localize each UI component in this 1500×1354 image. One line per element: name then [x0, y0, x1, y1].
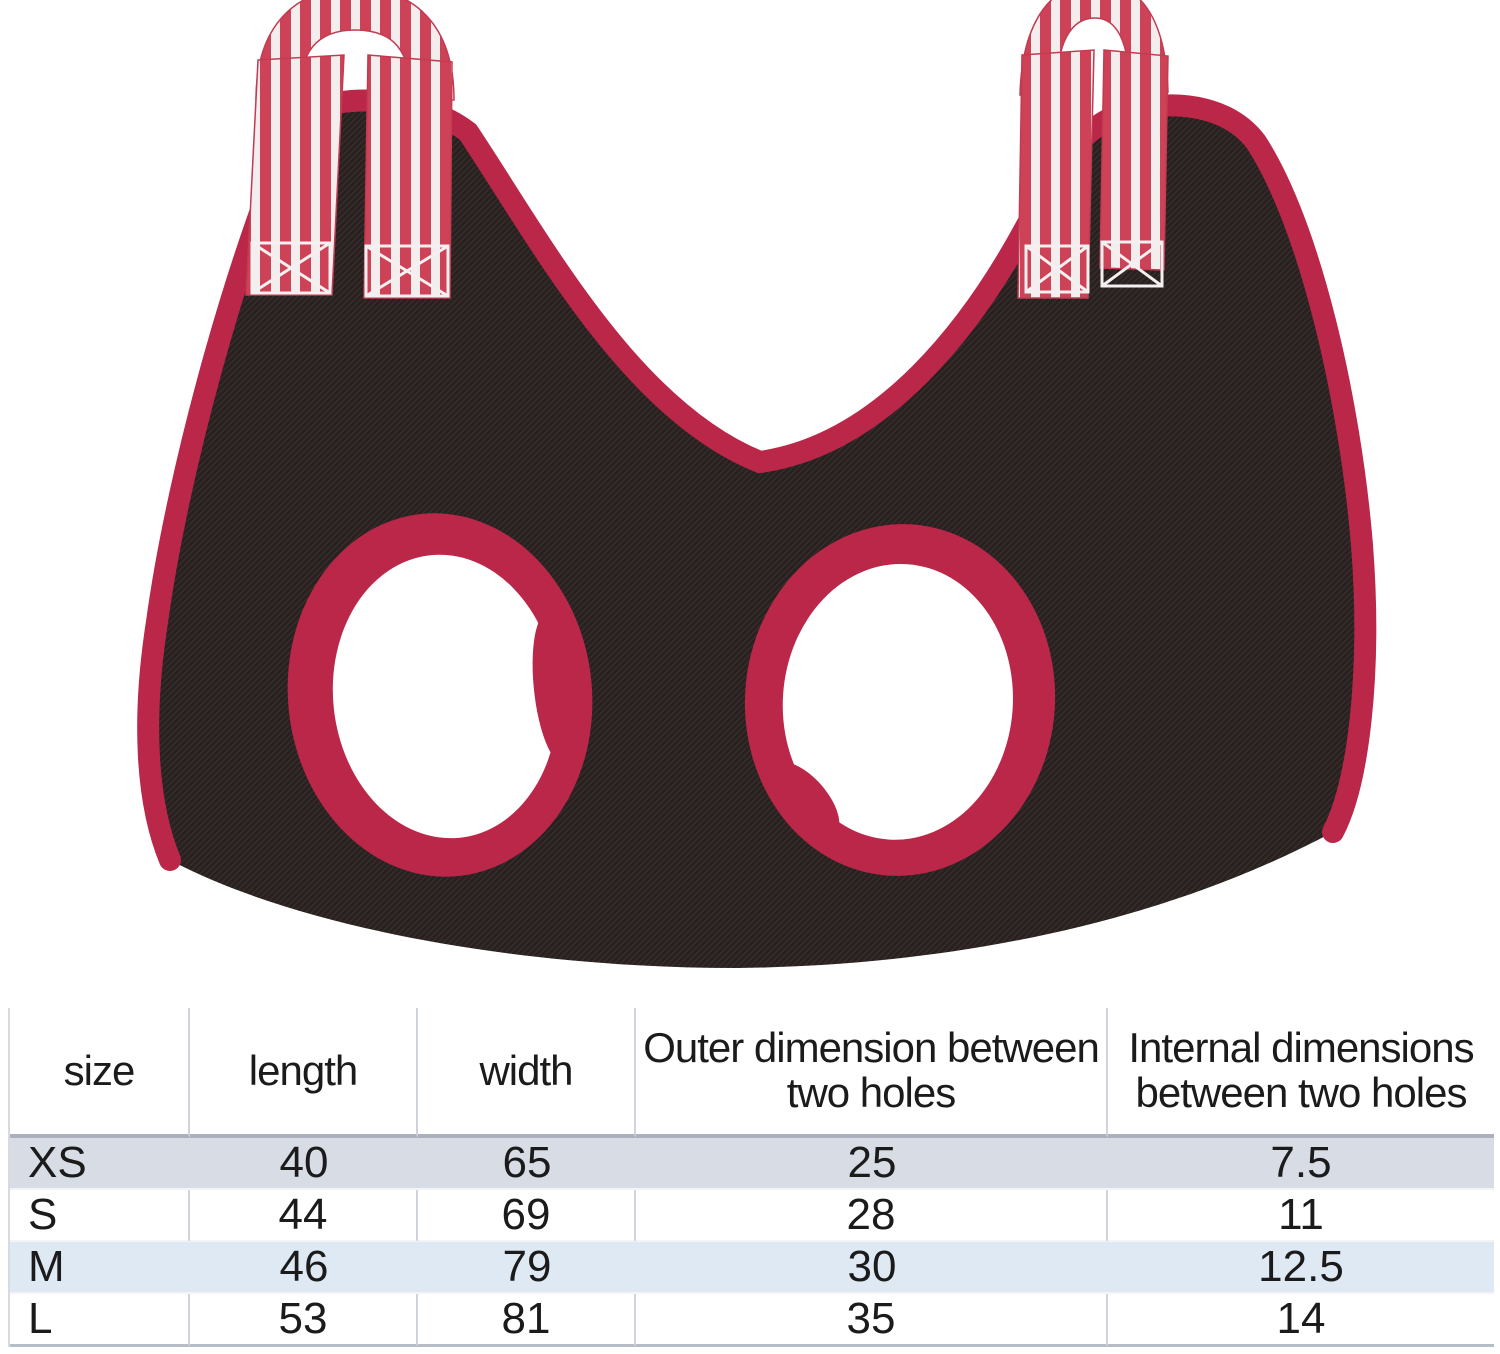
table-cell: 12.5 — [1108, 1242, 1494, 1294]
table-cell: 40 — [190, 1138, 418, 1190]
table-cell: XS — [10, 1138, 190, 1190]
table-cell: 53 — [190, 1294, 418, 1347]
table-cell: 28 — [636, 1190, 1108, 1242]
table-cell: 81 — [418, 1294, 636, 1347]
table-cell: M — [10, 1242, 190, 1294]
size-chart-table: size length width Outer dimension betwee… — [8, 1008, 1494, 1347]
right-strap — [1017, 0, 1169, 299]
left-leg-hole — [287, 513, 593, 877]
column-header-width: width — [418, 1008, 636, 1138]
table-cell: 14 — [1108, 1294, 1494, 1347]
table-cell: 65 — [418, 1138, 636, 1190]
left-strap — [245, 0, 455, 299]
red-trim — [137, 89, 1377, 871]
table-cell: S — [10, 1190, 190, 1242]
table-cell: 69 — [418, 1190, 636, 1242]
table-cell: 46 — [190, 1242, 418, 1294]
table-cell: L — [10, 1294, 190, 1347]
table-cell: 44 — [190, 1190, 418, 1242]
column-header-size: size — [10, 1008, 190, 1138]
left-strap-stitching — [250, 241, 450, 298]
column-header-internal-dimensions: Internal dimensions between two holes — [1108, 1008, 1494, 1138]
product-photo — [137, 0, 1377, 969]
table-cell: 79 — [418, 1242, 636, 1294]
column-header-length: length — [190, 1008, 418, 1138]
right-strap-stitching — [1024, 240, 1164, 294]
table-cell: 25 — [636, 1138, 1108, 1190]
table-cell: 30 — [636, 1242, 1108, 1294]
table-cell: 35 — [636, 1294, 1108, 1347]
table-cell: 7.5 — [1108, 1138, 1494, 1190]
grooming-hammock-illustration — [137, 0, 1377, 969]
column-header-outer-dimension: Outer dimension between two holes — [636, 1008, 1108, 1138]
right-leg-hole — [744, 524, 1056, 876]
table-cell: 11 — [1108, 1190, 1494, 1242]
